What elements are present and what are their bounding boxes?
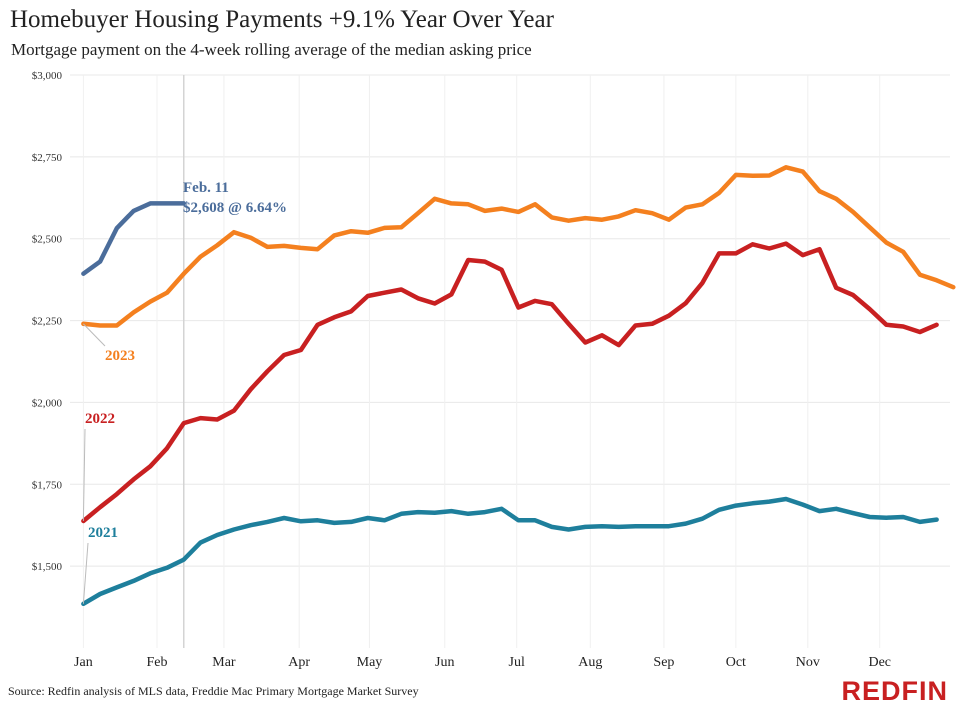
series-line-2023 (81, 165, 956, 328)
label-leader-line (82, 428, 86, 521)
latest-annotation: Feb. 11 $2,608 @ 6.64% (183, 180, 287, 216)
chart-subtitle: Mortgage payment on the 4-week rolling a… (11, 40, 532, 59)
series-line-current (81, 201, 187, 276)
x-tick-label: Nov (796, 655, 820, 670)
series-line-2021 (81, 496, 939, 607)
y-tick-label: $2,000 (32, 397, 63, 409)
x-tick-label: Apr (288, 655, 310, 670)
label-leader-line (82, 542, 89, 604)
x-axis-ticks: Jan Feb Mar Apr May Jun Jul Aug Sep Oct Nov Dec (74, 655, 891, 670)
x-tick-label: Dec (868, 655, 891, 670)
gridlines (70, 74, 950, 648)
series-labels: 2021 2022 2023 (82, 323, 135, 604)
y-axis-ticks: $1,500 $1,750 $2,000 $2,250 $2,500 $2,750 $3,0… (32, 70, 63, 573)
x-tick-label: Jun (435, 655, 454, 670)
x-tick-label: Jul (509, 655, 525, 670)
series-line-2022 (81, 241, 939, 524)
x-tick-label: Oct (726, 655, 746, 670)
x-tick-label: Aug (578, 655, 602, 670)
redfin-logo: REDFIN (841, 676, 948, 706)
series-label-2023: 2023 (105, 348, 135, 364)
label-leader-line (83, 323, 106, 347)
series-label-2021: 2021 (88, 525, 118, 541)
chart-title: Homebuyer Housing Payments +9.1% Year Ov… (10, 6, 554, 33)
y-tick-label: $3,000 (32, 70, 63, 82)
y-tick-label: $1,500 (32, 561, 63, 573)
x-tick-label: Feb (146, 655, 167, 670)
annotation-date: Feb. 11 (183, 180, 229, 196)
x-tick-label: May (357, 655, 383, 670)
y-tick-label: $2,750 (32, 152, 63, 164)
series-lines (81, 165, 956, 607)
source-note: Source: Redfin analysis of MLS data, Fre… (8, 684, 419, 698)
series-label-2022: 2022 (85, 411, 115, 427)
x-tick-label: Jan (74, 655, 93, 670)
x-tick-label: Sep (653, 655, 674, 670)
annotation-value: $2,608 @ 6.64% (183, 200, 287, 216)
y-tick-label: $2,250 (32, 316, 63, 328)
x-tick-label: Mar (212, 655, 236, 670)
y-tick-label: $2,500 (32, 234, 63, 246)
y-tick-label: $1,750 (32, 479, 63, 491)
